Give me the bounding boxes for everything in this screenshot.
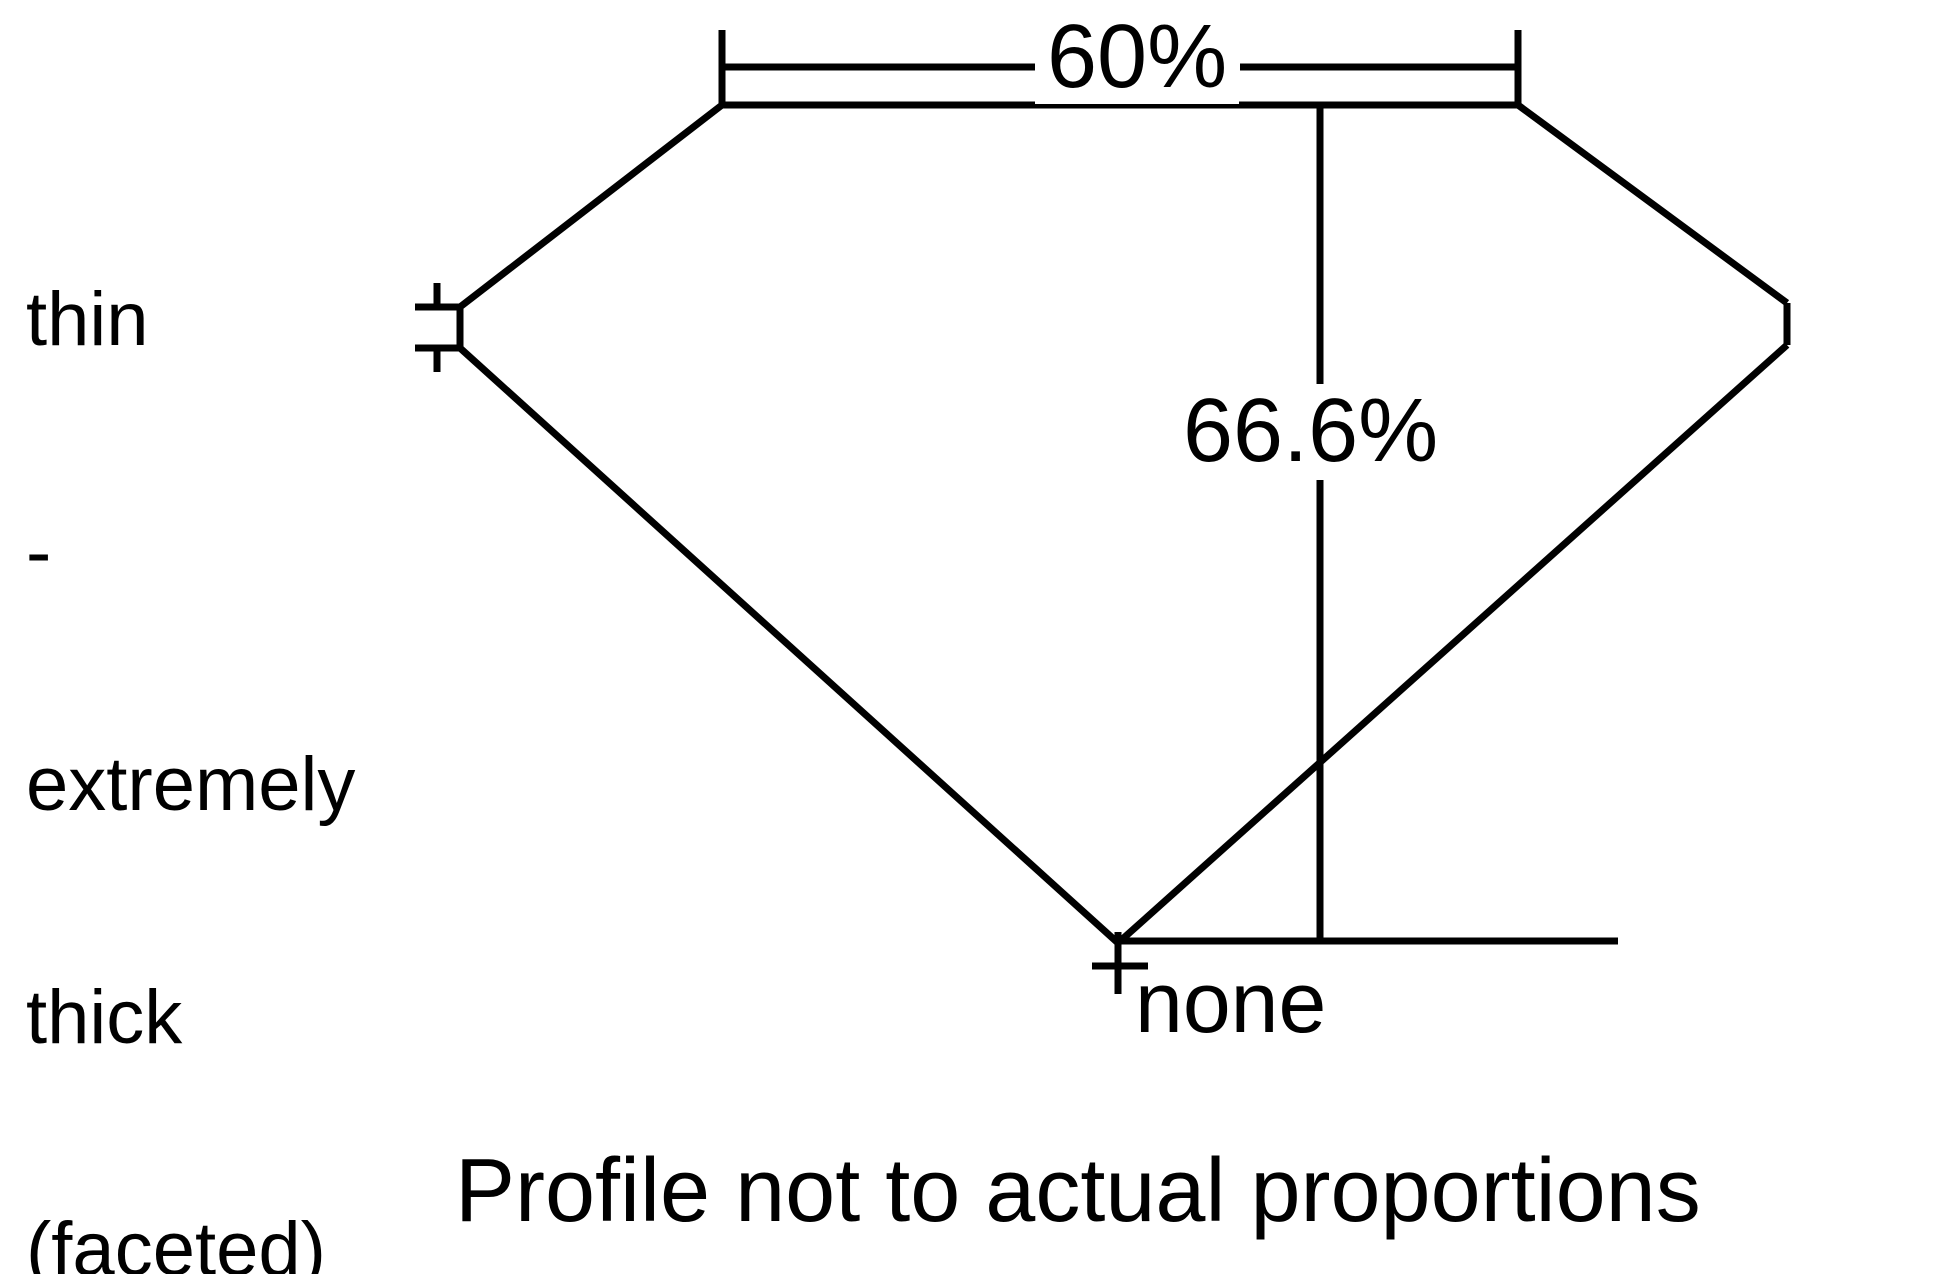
- girdle-label-line-3: thick: [26, 974, 183, 1060]
- crown-right-facet: [1515, 102, 1790, 306]
- girdle-label-line-2: extremely: [26, 742, 356, 828]
- diagram-caption: Profile not to actual proportions: [455, 1141, 1701, 1241]
- table-percentage-label: 60%: [1035, 11, 1240, 104]
- girdle-label-line-0: thin: [26, 277, 149, 363]
- pavilion-right-facet: [1115, 342, 1790, 946]
- girdle-label-line-4: (faceted): [26, 1207, 326, 1274]
- girdle-thickness-label: thin - extremely thick (faceted): [26, 126, 355, 1274]
- girdle-label-line-1: -: [26, 509, 52, 595]
- depth-percentage-label: 66.6%: [1175, 384, 1447, 480]
- culet-label: none: [1135, 955, 1327, 1051]
- crown-left-facet: [457, 102, 725, 310]
- pavilion-left-facet: [457, 345, 1121, 946]
